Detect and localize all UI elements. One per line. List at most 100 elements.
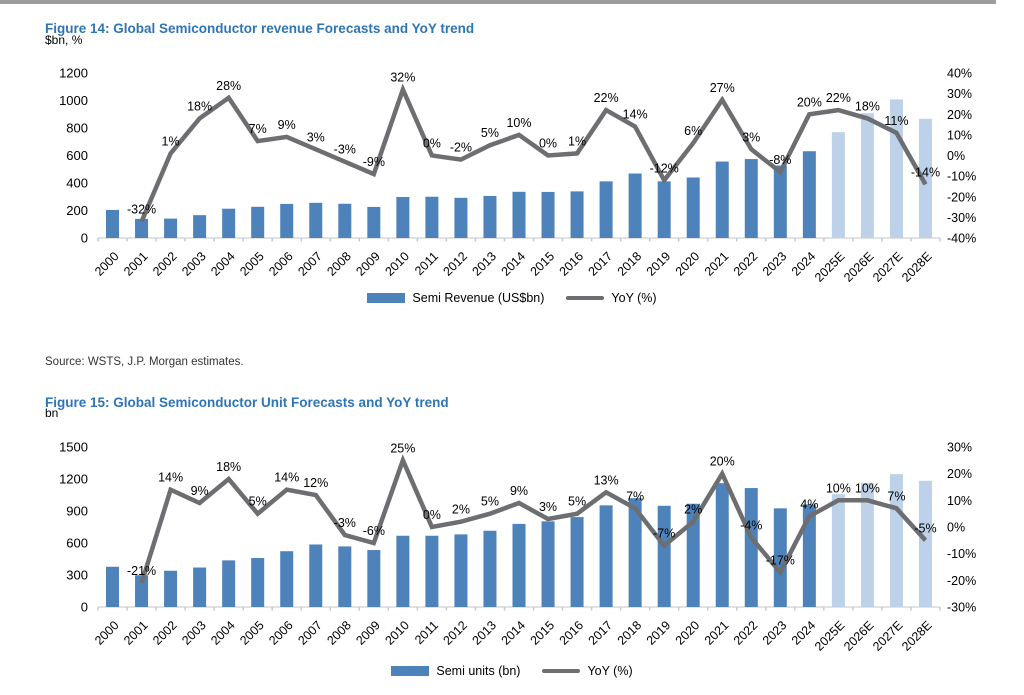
yoy-label-2014: 10% bbox=[506, 116, 531, 130]
right-axis-tick-label: -10% bbox=[947, 170, 976, 184]
right-axis-tick-label: 0% bbox=[947, 149, 965, 163]
x-axis-label-2015: 2015 bbox=[528, 618, 558, 648]
right-axis-tick-label: 10% bbox=[947, 128, 972, 142]
bar-2014 bbox=[512, 523, 526, 607]
yoy-label-2027E: 11% bbox=[884, 114, 908, 128]
x-axis-label-2014: 2014 bbox=[499, 249, 529, 279]
yoy-label-2012: 2% bbox=[452, 503, 470, 517]
yoy-label-2021: 20% bbox=[710, 455, 735, 469]
x-axis-label-2013: 2013 bbox=[470, 618, 500, 648]
line-legend-label: YoY (%) bbox=[587, 664, 633, 678]
bar-2014 bbox=[512, 191, 526, 238]
bar-2019 bbox=[657, 505, 671, 607]
bar-2000 bbox=[106, 209, 120, 238]
yoy-label-2015: 3% bbox=[539, 500, 557, 514]
x-axis-label-2006: 2006 bbox=[266, 618, 296, 648]
line-legend-swatch-icon bbox=[542, 669, 581, 673]
yoy-label-2001: -21% bbox=[127, 564, 156, 578]
bar-2004 bbox=[222, 208, 236, 238]
yoy-label-2006: 9% bbox=[278, 118, 296, 132]
bar-2012 bbox=[454, 534, 468, 607]
left-axis-tick-label: 200 bbox=[66, 203, 88, 218]
right-axis-tick-label: 10% bbox=[947, 494, 972, 508]
bar-2007 bbox=[309, 544, 323, 607]
figure-15-legend-line-item: YoY (%) bbox=[542, 664, 633, 678]
x-axis-label-2017: 2017 bbox=[586, 249, 616, 279]
x-axis-label-2002: 2002 bbox=[150, 618, 180, 648]
yoy-label-2024: 20% bbox=[797, 95, 822, 109]
x-axis-label-2018: 2018 bbox=[615, 618, 645, 648]
x-axis-label-2000: 2000 bbox=[92, 618, 122, 648]
bar-2021 bbox=[715, 161, 729, 238]
bar-2021 bbox=[715, 483, 729, 607]
yoy-label-2017: 22% bbox=[594, 91, 619, 105]
yoy-label-2010: 32% bbox=[390, 71, 415, 85]
bar-2024 bbox=[802, 504, 816, 607]
line-legend-swatch-icon bbox=[566, 296, 605, 300]
bar-legend-swatch-icon bbox=[391, 666, 430, 676]
x-axis-label-2009: 2009 bbox=[353, 249, 383, 279]
bar-2025E bbox=[831, 494, 845, 607]
yoy-label-2022: -4% bbox=[740, 519, 762, 533]
bar-2020 bbox=[686, 177, 700, 238]
left-axis-tick-label: 1200 bbox=[59, 66, 88, 81]
bars-group bbox=[106, 99, 932, 239]
bar-2010 bbox=[396, 197, 410, 238]
figure-14-legend: Semi Revenue (US$bn) YoY (%) bbox=[0, 291, 1024, 305]
x-axis-label-2014: 2014 bbox=[499, 618, 529, 648]
yoy-label-2026E: 18% bbox=[855, 99, 880, 113]
left-axis-tick-label: 900 bbox=[66, 504, 88, 519]
bar-legend-label: Semi units (bn) bbox=[436, 664, 521, 678]
x-axis-label-2010: 2010 bbox=[382, 618, 412, 648]
bar-legend-label: Semi Revenue (US$bn) bbox=[412, 291, 545, 305]
left-axis-tick-label: 1500 bbox=[59, 440, 88, 455]
bar-2009 bbox=[367, 206, 381, 238]
x-axis-label-2000: 2000 bbox=[92, 249, 122, 279]
bar-2001 bbox=[135, 575, 149, 607]
left-axis-tick-label: 0 bbox=[81, 231, 88, 246]
x-axis-label-2026E: 2026E bbox=[841, 618, 876, 653]
x-axis-label-2008: 2008 bbox=[324, 249, 354, 279]
x-axis-label-2015: 2015 bbox=[528, 249, 558, 279]
x-axis-label-2011: 2011 bbox=[412, 618, 441, 647]
x-axis-label-2003: 2003 bbox=[179, 249, 209, 279]
bar-2024 bbox=[802, 151, 816, 238]
x-axis-label-2007: 2007 bbox=[295, 618, 325, 648]
bar-2011 bbox=[425, 196, 439, 238]
left-axis-tick-label: 600 bbox=[66, 536, 88, 551]
yoy-label-2018: 14% bbox=[623, 108, 648, 122]
right-axis-labels: 40% 30% 20% 10% 0% -10% -20% -30% -40% bbox=[947, 67, 976, 246]
yoy-label-2013: 5% bbox=[481, 495, 499, 509]
yoy-label-2020: 2% bbox=[684, 503, 702, 517]
right-axis-tick-label: -20% bbox=[947, 574, 976, 588]
yoy-label-2007: 3% bbox=[307, 130, 325, 144]
yoy-label-2005: 5% bbox=[249, 495, 267, 509]
left-axis-tick-label: 0 bbox=[81, 600, 88, 615]
bar-2015 bbox=[541, 191, 555, 238]
x-axis-label-2001: 2001 bbox=[121, 249, 151, 279]
bar-2022 bbox=[744, 488, 758, 607]
x-axis-label-2017: 2017 bbox=[586, 618, 616, 648]
bar-2001 bbox=[135, 218, 149, 238]
bar-2019 bbox=[657, 181, 671, 238]
x-axis-label-2023: 2023 bbox=[760, 249, 790, 279]
left-axis-tick-label: 400 bbox=[66, 176, 88, 191]
yoy-label-2010: 25% bbox=[390, 441, 415, 455]
bar-2028E bbox=[918, 118, 932, 238]
x-axis-labels: 2000 2001 2002 2003 2004 2005 2006 2007 2008 2009… bbox=[92, 249, 935, 284]
yoy-labels-group: -32% 1% 18% 28% 7% 9% 3% -3% -9% 32% 0% -2% 5% 10% 0% 1… bbox=[127, 71, 940, 217]
yoy-label-2016: 5% bbox=[568, 495, 586, 509]
bar-2011 bbox=[425, 535, 439, 607]
line-legend-label: YoY (%) bbox=[611, 291, 657, 305]
yoy-label-2002: 14% bbox=[158, 471, 183, 485]
left-axis-tick-label: 300 bbox=[66, 568, 88, 583]
bar-2008 bbox=[338, 203, 352, 238]
figure-15-title: Figure 15: Global Semiconductor Unit For… bbox=[45, 395, 449, 411]
yoy-label-2013: 5% bbox=[481, 126, 499, 140]
yoy-label-2009: -6% bbox=[363, 524, 385, 538]
right-axis-tick-label: 0% bbox=[947, 521, 965, 535]
yoy-label-2006: 14% bbox=[274, 471, 299, 485]
bar-2028E bbox=[918, 480, 932, 607]
right-axis-tick-label: -10% bbox=[947, 547, 976, 561]
